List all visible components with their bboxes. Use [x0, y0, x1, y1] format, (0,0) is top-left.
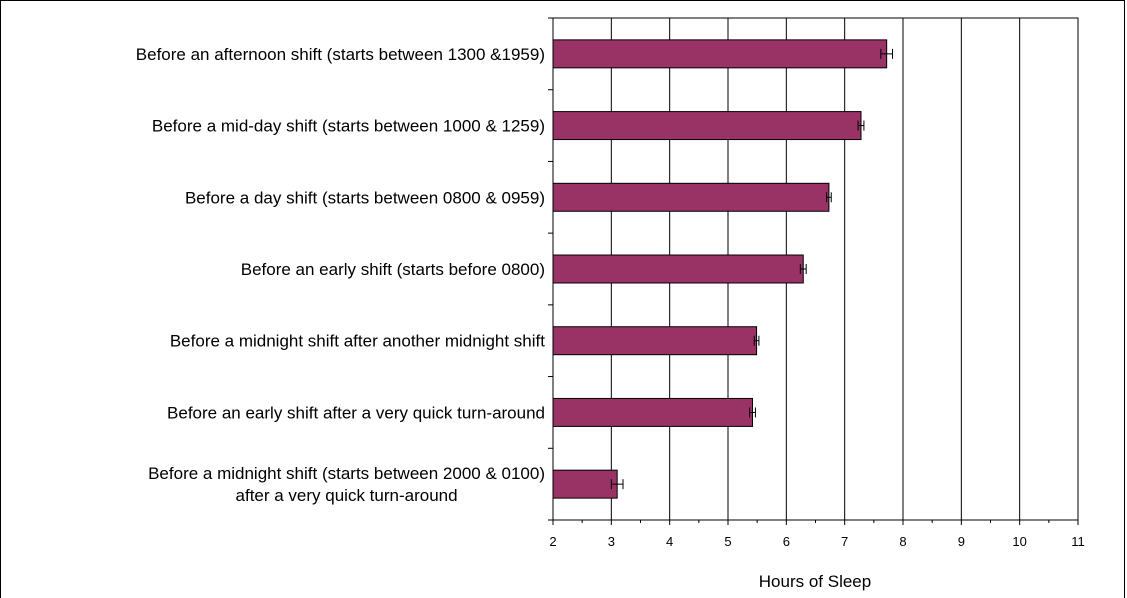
category-label: Before an early shift (starts before 080…	[241, 260, 545, 279]
x-tick-label: 6	[783, 534, 790, 549]
bar	[552, 254, 804, 284]
category-label-line: Before a mid-day shift (starts between 1…	[152, 117, 545, 136]
x-axis-title: Hours of Sleep	[759, 572, 871, 591]
x-tick-label: 4	[666, 534, 673, 549]
category-label: Before an early shift after a very quick…	[167, 403, 545, 422]
x-tick-label: 5	[724, 534, 731, 549]
bar	[552, 39, 888, 69]
category-label-line: after a very quick turn-around	[236, 486, 458, 505]
category-label-line: Before an early shift (starts before 080…	[241, 260, 545, 279]
x-tick-label: 3	[608, 534, 615, 549]
x-tick-label: 10	[1012, 534, 1026, 549]
x-tick-label: 8	[899, 534, 906, 549]
bar	[552, 469, 618, 499]
category-label: Before an afternoon shift (starts betwee…	[136, 45, 545, 64]
x-tick-label: 7	[841, 534, 848, 549]
category-label-line: Before an afternoon shift (starts betwee…	[136, 45, 545, 64]
x-tick-label: 9	[958, 534, 965, 549]
category-label-line: Before a midnight shift (starts between …	[148, 464, 545, 483]
category-label: Before a mid-day shift (starts between 1…	[152, 117, 545, 136]
bar	[552, 397, 753, 427]
bar	[552, 326, 758, 356]
category-label: Before a midnight shift (starts between …	[148, 464, 545, 505]
category-label-line: Before a day shift (starts between 0800 …	[185, 188, 545, 207]
bar	[552, 182, 830, 212]
x-tick-label: 2	[549, 534, 556, 549]
category-label: Before a day shift (starts between 0800 …	[185, 188, 545, 207]
x-tick-label: 11	[1071, 534, 1085, 549]
category-label: Before a midnight shift after another mi…	[170, 332, 545, 351]
category-label-line: Before an early shift after a very quick…	[167, 403, 545, 422]
bar	[552, 111, 862, 141]
category-label-line: Before a midnight shift after another mi…	[170, 332, 545, 351]
